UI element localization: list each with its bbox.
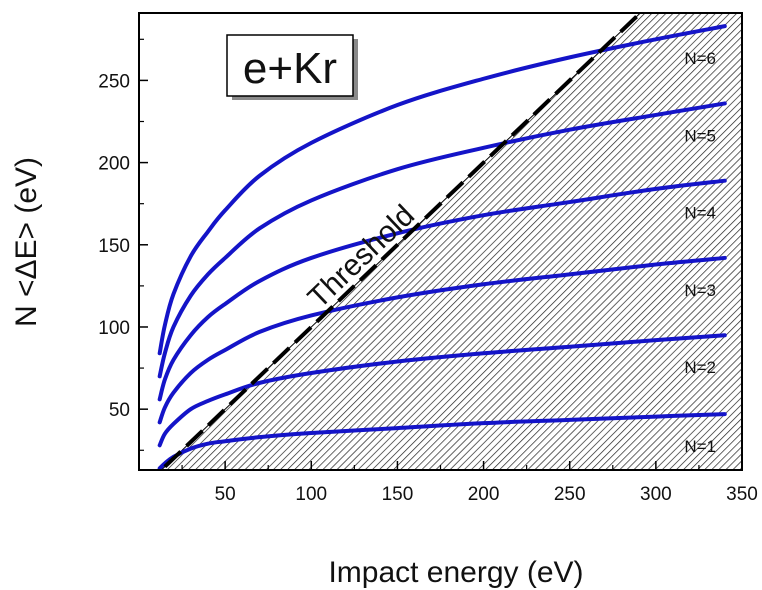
series-line-2 [157,333,727,448]
x-tick-label: 150 [382,484,414,505]
series-label-6: N=6 [684,49,716,68]
x-tick-label: 250 [554,484,586,505]
box-label: e+Kr [243,44,337,93]
plot-area: N=1 N=2 N=3 N=4 N=5 N=6 [157,13,742,470]
x-tick-label: 300 [640,484,672,505]
series-line-3 [157,255,727,425]
series-label-4: N=4 [684,204,716,223]
series-line-5 [157,101,727,379]
x-tick-label: 200 [468,484,500,505]
y-tick-label: 100 [98,318,130,339]
y-tick-label: 250 [98,71,130,92]
x-axis-title: Impact energy (eV) [328,556,583,589]
x-tick-label: 350 [726,484,758,505]
threshold-dashed-line [163,13,644,469]
series-line-4 [157,178,727,402]
series-label-1: N=1 [684,437,716,456]
series-label-5: N=5 [684,126,716,145]
legend-box: e+Kr [226,34,358,100]
y-tick-label: 50 [109,400,130,421]
y-axis-title: N <ΔE> (eV) [10,157,43,327]
series-line-6 [157,24,727,356]
series-label-3: N=3 [684,281,716,300]
x-tick-label: 50 [215,484,236,505]
series-label-2: N=2 [684,358,716,377]
y-tick-label: 200 [98,154,130,175]
x-tick-label: 100 [295,484,327,505]
shaded-region [161,13,742,470]
y-tick-label: 150 [98,236,130,257]
